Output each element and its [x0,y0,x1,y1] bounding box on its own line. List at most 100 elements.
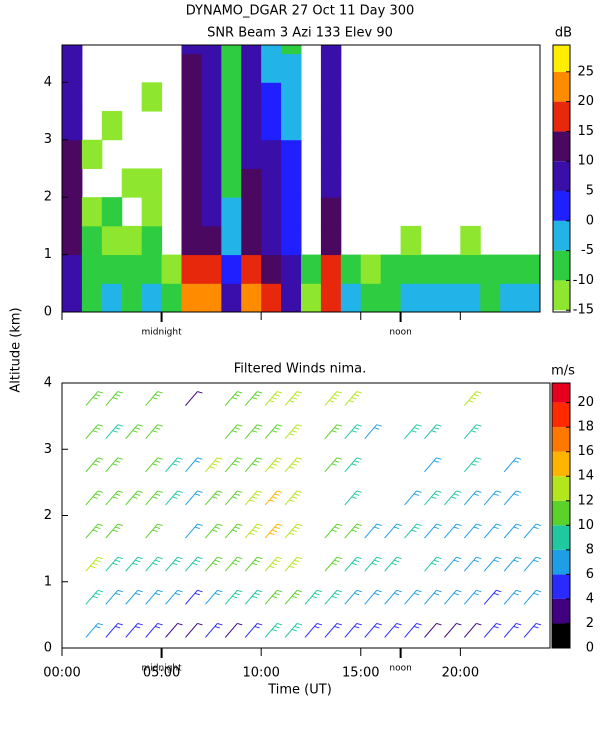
wind-barb [244,457,263,473]
heatmap-cell [261,53,282,83]
wind-barb [424,457,442,473]
heatmap-cell [161,254,182,284]
chart-title: DYNAMO_DGAR 27 Oct 11 Day 300 [186,4,415,19]
wind-barb [344,391,362,406]
wind-barb [503,457,522,473]
heatmap-cell [440,254,461,284]
colorbar-label: dB [555,26,572,41]
wind-barb [224,391,243,406]
wind-barb [145,556,163,572]
heatmap-cell [261,45,282,55]
wind-barb [444,556,462,572]
wind-barb [324,457,343,473]
colorbar-segment [553,71,570,102]
heatmap-cell [320,111,342,141]
wind-barb [125,622,143,638]
wind-barb [404,490,422,506]
colorbar-segment [553,191,570,221]
wind-barb [503,556,522,572]
wind-barb [205,556,223,572]
heatmap-cell [320,254,342,284]
heatmap-cell [301,283,322,313]
colorbar-tick-label: 10 [577,154,594,169]
wind-barb [244,622,263,638]
wind-barb [85,556,104,572]
wind-barb [125,556,143,572]
heatmap-cell [101,283,123,313]
wind-barb [364,622,382,638]
wind-barb [523,589,542,605]
colorbar-tick-label: 5 [586,184,594,199]
y-tick-label: 0 [44,305,52,320]
wind-barb [205,523,223,539]
colorbar-segment [553,250,570,281]
wind-barb [205,622,223,638]
wind-barb [364,523,382,539]
wind-barb [304,589,323,605]
colorbar-segment [552,500,570,526]
wind-barb [145,622,163,638]
colorbar-segment [552,402,570,428]
heatmap-cell [121,254,143,284]
heatmap-cell [181,45,202,55]
heatmap-cell [181,111,202,141]
wind-barb [125,490,143,506]
heatmap-cell [121,168,143,198]
heatmap-cell [241,254,262,284]
heatmap-cell [101,197,123,227]
heatmap-cell [201,111,222,141]
heatmap-cell [141,225,163,256]
x-tick-label: 00:00 [43,666,80,681]
wind-barb [284,391,303,406]
annotation: noon [389,664,411,674]
plot-frame [61,44,541,313]
colorbar-segment [552,598,570,624]
wind-barb [324,391,343,406]
heatmap-cell [261,111,282,141]
colorbar-segment [552,623,570,648]
colorbar-segment [553,161,570,192]
wind-barb [364,589,382,605]
wind-barb [165,589,183,605]
wind-barb [284,556,303,572]
colorbar-frame [551,382,571,649]
heatmap-cell [121,225,143,256]
heatmap-cell [261,82,282,112]
wind-barb [324,424,343,440]
wind-barb [463,523,482,539]
heatmap-cell [62,111,83,141]
heatmap-cell [360,283,382,313]
heatmap-cell [201,45,222,55]
wind-barb [344,523,362,539]
wind-barb [483,589,502,605]
wind-barb [125,589,143,605]
colorbar-tick-label: 0 [586,213,594,228]
heatmap-cell [281,139,302,169]
wind-barb [523,556,542,572]
wind-barb [185,589,203,605]
wind-barb [444,523,462,539]
y-tick-label: 1 [44,574,52,589]
wind-barb [244,490,263,506]
heatmap-cell [400,254,421,284]
heatmap-cell [181,168,202,198]
wind-barb [463,556,482,572]
wind-barb [85,523,104,539]
heatmap-cell [221,197,242,227]
heatmap-cell [281,225,302,256]
heatmap-cell [62,225,83,256]
colorbar-tick-label: 20 [577,94,594,109]
heatmap-cell [241,111,262,141]
wind-barb [244,391,263,406]
wind-barb [344,622,362,638]
heatmap-cell [201,53,222,83]
colorbar-segment [553,101,570,132]
colorbar-segment [552,427,570,452]
heatmap-cell [201,283,222,313]
wind-barb [384,589,402,605]
wind-barb [284,490,303,506]
wind-barb [463,424,482,440]
wind-barb [344,589,362,605]
heatmap-cell [320,82,342,112]
colorbar-tick-label: 4 [586,591,594,606]
